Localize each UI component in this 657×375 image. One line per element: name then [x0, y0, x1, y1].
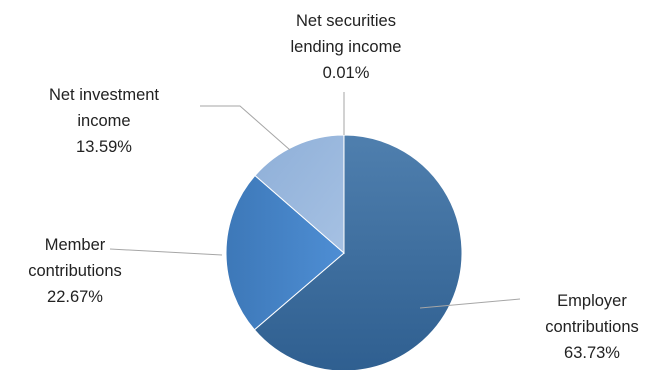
data-label-net-securities-lending-income: Net securities lending income 0.01% — [291, 12, 402, 82]
data-label-member-contributions: Member contributions 22.67% — [28, 236, 122, 306]
data-label-text: lending income — [291, 38, 402, 56]
slices-layer — [226, 135, 462, 370]
leader-line-net-investment-income — [200, 106, 290, 150]
data-label-value: 63.73% — [564, 344, 620, 362]
data-label-text: Member — [45, 236, 106, 254]
data-label-text: Net securities — [296, 12, 396, 30]
data-label-text: income — [77, 112, 130, 130]
data-label-text: Net investment — [49, 86, 159, 104]
leader-line-member-contributions — [110, 249, 222, 255]
data-label-value: 0.01% — [323, 64, 370, 82]
data-label-employer-contributions: Employer contributions 63.73% — [545, 292, 639, 362]
data-label-text: contributions — [545, 318, 639, 336]
data-label-value: 13.59% — [76, 138, 132, 156]
data-label-text: contributions — [28, 262, 122, 280]
data-label-value: 22.67% — [47, 288, 103, 306]
data-label-text: Employer — [557, 292, 627, 310]
data-label-net-investment-income: Net investment income 13.59% — [49, 86, 159, 156]
